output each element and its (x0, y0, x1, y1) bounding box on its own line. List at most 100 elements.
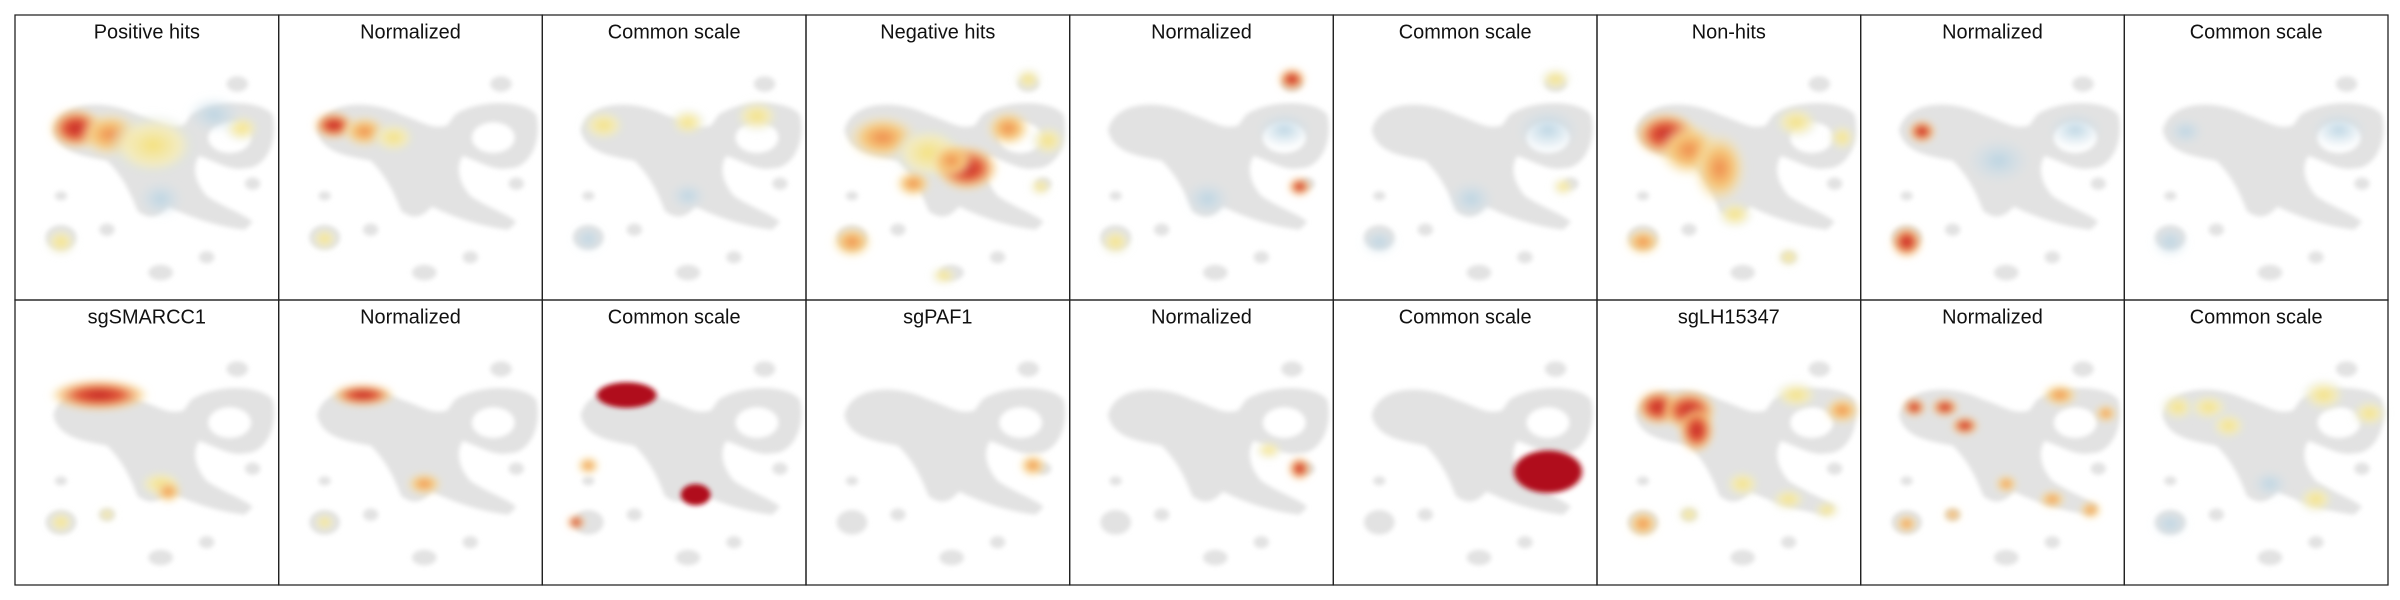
umap-hole (1790, 407, 1834, 438)
panel-title: Common scale (1399, 22, 1532, 44)
umap-hole (2053, 407, 2097, 438)
density-hotspot (154, 480, 183, 504)
density-hotspot (1823, 396, 1861, 425)
panel-border (2124, 300, 2388, 585)
umap-background (2154, 76, 2384, 281)
density-hotspot (576, 456, 600, 475)
density-hotspot (1099, 228, 1132, 256)
panel-title: sgLH15347 (1678, 307, 1780, 329)
density-hotspot (2311, 111, 2367, 149)
density-hotspot (2167, 117, 2205, 146)
panel-title: Normalized (360, 22, 461, 44)
panel-title: Negative hits (880, 22, 995, 44)
density-hotspot (2094, 404, 2118, 423)
umap-background (45, 76, 275, 281)
panel: sgPAF1 (806, 300, 1070, 585)
density-hotspot (48, 378, 150, 412)
density-hotspot (44, 228, 78, 256)
density-hotspot (985, 110, 1032, 147)
density-hotspot (1895, 514, 1919, 534)
density-hotspot (1773, 106, 1820, 139)
density-hotspot (1288, 177, 1312, 196)
density-hotspot (2210, 411, 2247, 440)
density-hotspot (1966, 137, 2031, 184)
umap-background (1363, 76, 1593, 281)
umap-hole (735, 407, 779, 438)
umap-hole (471, 407, 515, 438)
panel: Non-hits (1597, 15, 1861, 300)
density-hotspot (1770, 487, 1808, 511)
density-hotspot (928, 142, 975, 180)
density-hotspot (137, 180, 184, 218)
density-hotspot (1678, 407, 1716, 454)
density-hotspot (1902, 398, 1926, 417)
panel-title: Normalized (360, 307, 461, 329)
density-hotspot (1551, 177, 1575, 196)
density-hotspot (106, 113, 199, 178)
panel: sgLH15347 (1597, 300, 1861, 585)
density-hotspot (1692, 131, 1748, 206)
density-hotspot (313, 513, 337, 532)
density-hotspot (47, 510, 75, 534)
density-hotspot (2251, 470, 2289, 498)
density-hotspot (894, 169, 932, 198)
density-hotspot (97, 507, 117, 522)
density-hotspot (2079, 500, 2103, 520)
umap-background (1100, 76, 1329, 281)
panel-title: sgPAF1 (903, 307, 972, 329)
panel-title: Common scale (1399, 307, 1532, 329)
umap-hole (999, 407, 1043, 438)
panel: Normalized (1070, 15, 1334, 300)
panel: Normalized (279, 300, 543, 585)
density-hotspot (2300, 378, 2347, 412)
panel-title: Normalized (1151, 22, 1252, 44)
umap-background (2154, 361, 2384, 566)
density-hotspot (1624, 228, 1662, 256)
umap-hole (471, 122, 515, 153)
panel: Normalized (1861, 300, 2125, 585)
panel: Common scale (2124, 300, 2388, 585)
panel: Common scale (1333, 300, 1597, 585)
panel: Common scale (542, 300, 806, 585)
density-hotspot (1716, 200, 1754, 229)
umap-hole (2317, 407, 2361, 438)
density-hotspot (2047, 111, 2103, 149)
density-hotspot (1029, 177, 1053, 196)
density-hotspot (1828, 123, 1857, 152)
panel-title: Non-hits (1692, 22, 1766, 44)
density-hotspot (1019, 454, 1047, 478)
density-hotspot (2151, 225, 2189, 258)
density-hotspot (1288, 457, 1312, 481)
umap-hole (208, 407, 252, 438)
density-hotspot (1908, 120, 1936, 144)
panel: Normalized (279, 15, 543, 300)
density-hotspot (186, 96, 242, 134)
panel-title: Common scale (608, 307, 741, 329)
density-hotspot (370, 121, 417, 154)
density-hotspot (1931, 398, 1959, 417)
density-hotspot (594, 381, 659, 409)
density-hotspot (1890, 225, 1923, 258)
density-hotspot (572, 225, 605, 253)
density-hotspot (1184, 180, 1231, 218)
density-hotspot (1813, 500, 1841, 520)
panel: Normalized (1861, 15, 2125, 300)
density-hotspot (2351, 399, 2388, 428)
density-hotspot (669, 108, 707, 137)
panel-title: Positive hits (94, 22, 200, 44)
panel-title: Common scale (2190, 307, 2323, 329)
density-hotspot (566, 515, 586, 530)
panel-title: sgSMARCC1 (88, 307, 206, 329)
density-hotspot (1255, 441, 1283, 460)
density-hotspot (1256, 111, 1312, 149)
density-hotspot (2151, 510, 2189, 538)
density-hotspot (310, 227, 339, 251)
density-hotspot (1029, 124, 1067, 157)
density-hotspot (733, 100, 780, 133)
panel-title: Normalized (1942, 307, 2043, 329)
density-hotspot (2038, 490, 2067, 509)
panel: sgSMARCC1 (15, 300, 279, 585)
density-hotspot (1724, 470, 1762, 498)
density-hotspot (2041, 383, 2079, 407)
